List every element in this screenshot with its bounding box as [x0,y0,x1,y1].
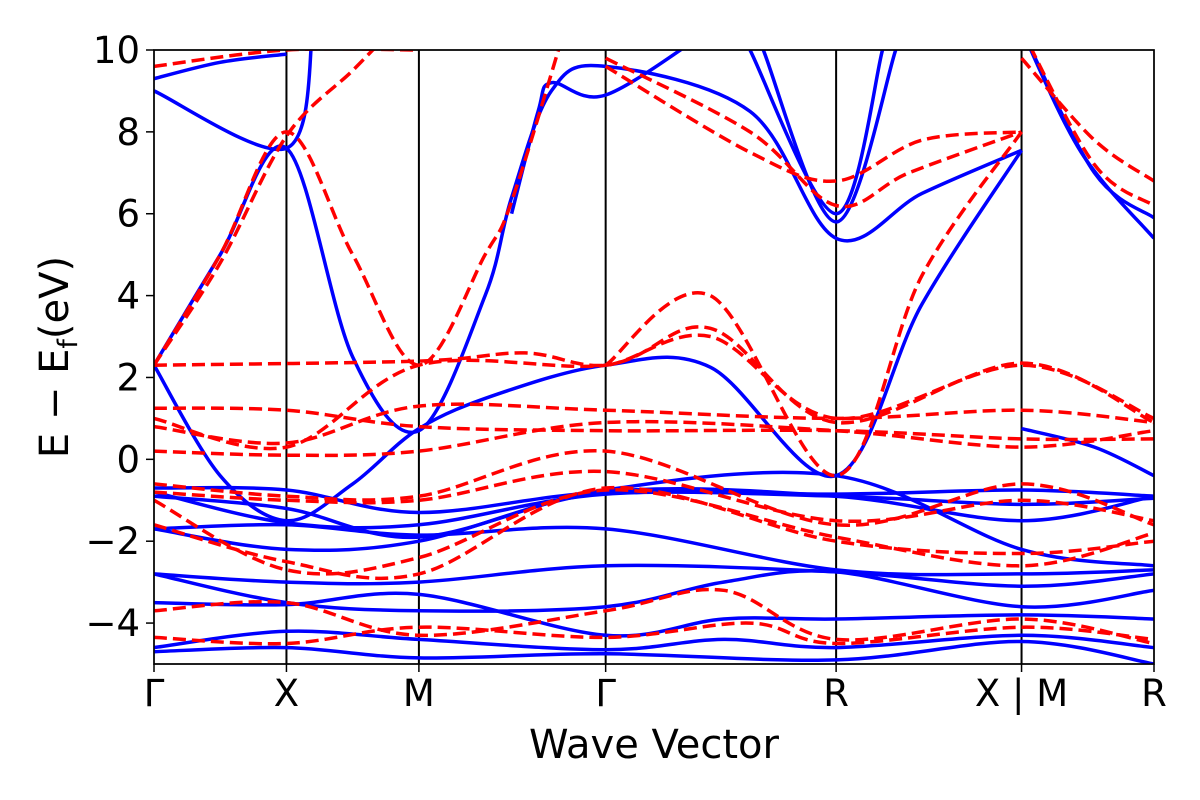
dashed-band [1020,57,1154,183]
solid-band [154,149,1023,523]
x-tick-label: M [403,672,435,715]
dashed-band [604,56,1023,209]
y-axis-title-main: E − E [32,349,78,459]
dashed-band [1029,50,1154,208]
dashed-band [154,621,1154,646]
solid-band [1021,426,1154,478]
dashed-band [154,402,1154,446]
y-tick-label: −4 [85,602,140,645]
dashed-band [154,406,1154,442]
dashed-band [154,50,376,367]
x-tick-label: Γ [595,672,616,715]
y-axis-title-unit: (eV) [32,256,78,339]
x-axis: Γ X M Γ R X | M R [144,664,1167,715]
y-axis: −4 −2 0 2 4 6 8 10 [85,29,154,645]
y-tick-label: −2 [85,520,140,563]
y-axis-title: E − Ef(eV) [32,256,84,458]
x-tick-label: R [823,672,849,715]
solid-band [154,52,287,81]
solid-band [154,591,1154,638]
y-tick-label: 10 [93,29,140,72]
solid-band [761,50,898,224]
y-tick-label: 8 [116,111,140,154]
x-tick-label: R [1141,672,1167,715]
dashed-band [154,325,1154,451]
y-tick-label: 4 [116,275,140,318]
dashed-band [604,64,1022,183]
y-tick-label: 6 [116,193,140,236]
solid-band [154,639,1154,664]
x-tick-label: X | M [975,672,1068,715]
dashed-band [154,419,1154,458]
solid-band [154,563,1154,588]
dashed-band [154,50,561,367]
dashed-band [154,449,1154,527]
plot-border [153,49,1155,665]
dashed-band [154,50,419,69]
dashed-band [154,469,1154,524]
x-axis-title: Wave Vector [529,722,780,768]
solid-band [1029,50,1154,220]
solid-band [748,50,885,216]
solid-band [154,485,1154,515]
solid-band [154,50,313,152]
y-axis-title-subscript: f [53,338,84,349]
bands [154,50,1154,664]
x-tick-label: Γ [144,672,165,715]
dashed-band [154,587,1154,646]
x-tick-label: X [274,672,299,715]
dashed-bands [154,50,1154,646]
solid-band [509,50,684,215]
dashed-band [154,485,1154,581]
solid-band [154,629,1154,652]
dashed-band [154,488,1154,576]
y-tick-label: 2 [116,356,140,399]
y-tick-label: 0 [116,438,140,481]
dashed-band [604,130,1023,478]
